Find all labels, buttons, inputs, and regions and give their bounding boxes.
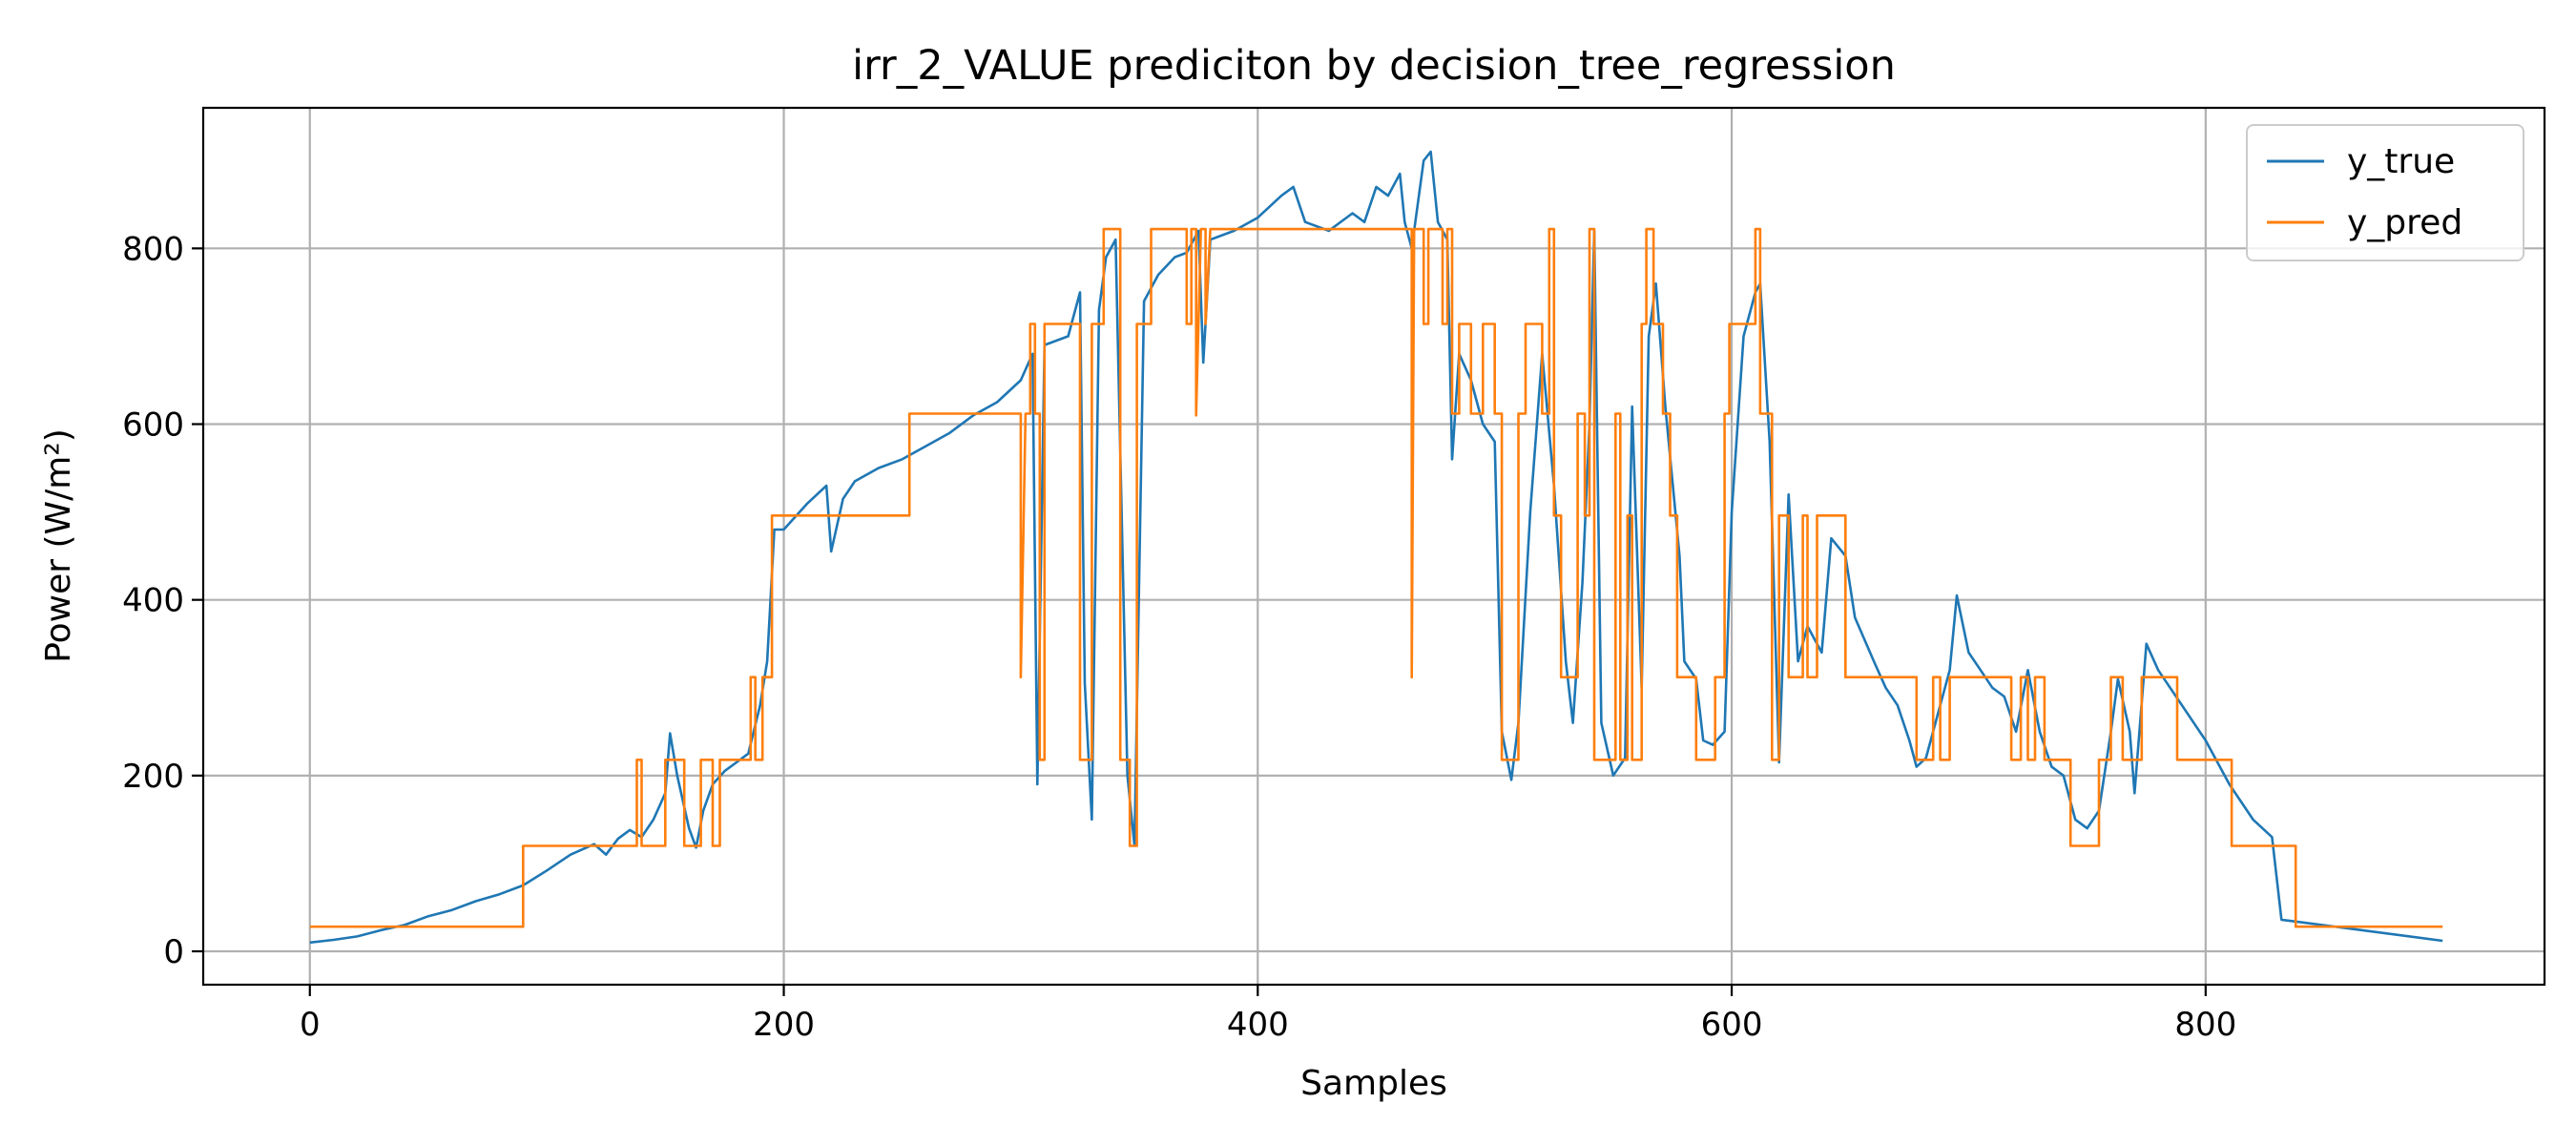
plot-frame (201, 106, 2546, 987)
x-axis-label: Samples (1300, 1064, 1447, 1103)
plot-series (309, 150, 2443, 945)
axis-ticks: 0 200 400 600 800 0 200 400 600 800 (122, 230, 2236, 1044)
legend-label-y-pred: y_pred (2347, 203, 2462, 242)
y-tick-label: 0 (163, 933, 184, 971)
x-tick-label: 0 (300, 1006, 321, 1044)
legend: y_true y_pred (2246, 124, 2524, 261)
legend-label-y-true: y_true (2347, 142, 2455, 181)
x-tick-label: 200 (753, 1006, 815, 1044)
chart-title: irr_2_VALUE prediciton by decision_tree_… (852, 42, 1896, 90)
y-tick-label: 200 (122, 758, 184, 796)
series-line-y-pred (309, 227, 2443, 928)
x-tick-label: 800 (2174, 1006, 2236, 1044)
y-axis-label: Power (W/m²) (39, 428, 78, 663)
y-tick-label: 600 (122, 406, 184, 445)
y-tick-label: 800 (122, 230, 184, 268)
x-tick-label: 400 (1227, 1006, 1289, 1044)
x-tick-label: 600 (1701, 1006, 1763, 1044)
y-tick-label: 400 (122, 582, 184, 620)
legend-box (2246, 124, 2524, 261)
grid-lines (203, 108, 2545, 985)
